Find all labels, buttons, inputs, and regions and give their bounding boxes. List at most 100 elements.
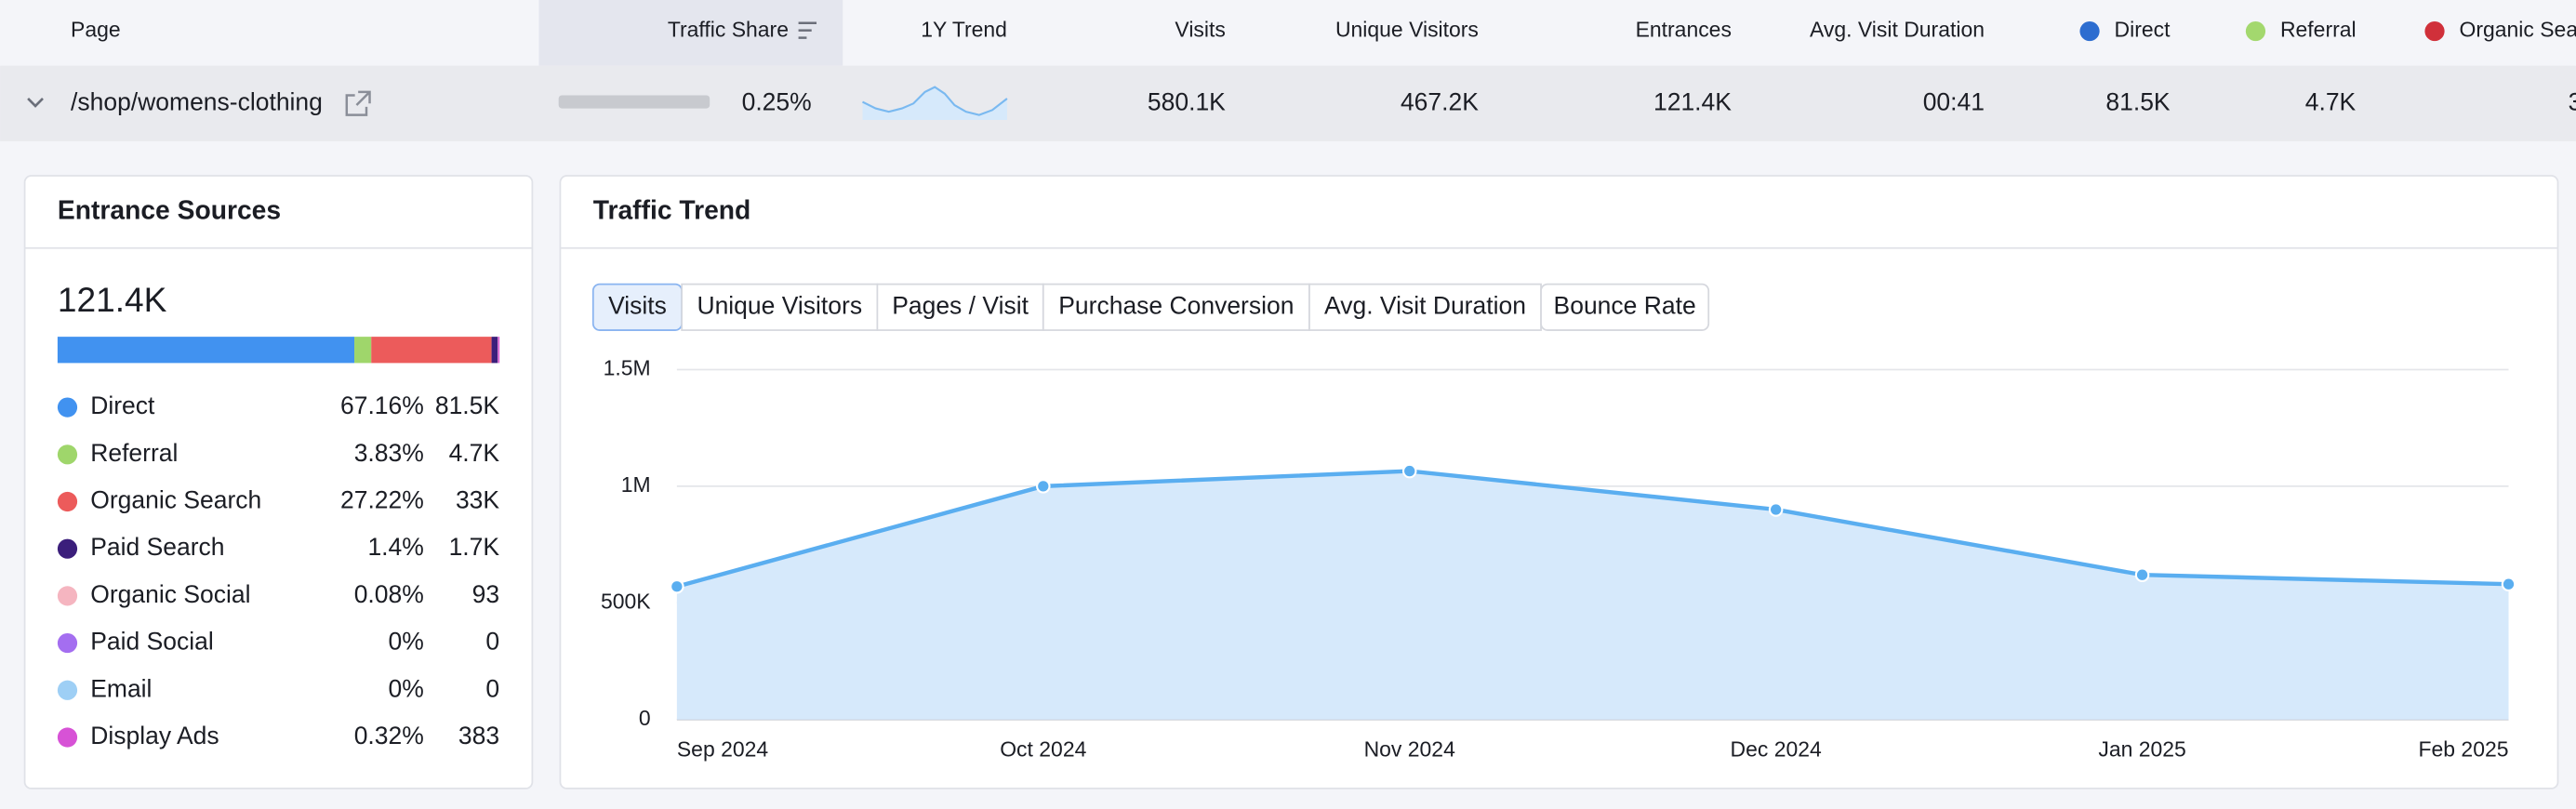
- area: [676, 471, 2509, 720]
- source-name: Direct: [90, 391, 155, 419]
- column-header[interactable]: Organic Search: [2460, 18, 2576, 42]
- x-tick-label: Nov 2024: [1364, 736, 1455, 761]
- source-share: 0.32%: [354, 722, 424, 749]
- cell: 580.1K: [1148, 87, 1226, 115]
- cell: 81.5K: [2105, 87, 2171, 115]
- tab-label[interactable]: Bounce Rate: [1554, 291, 1696, 319]
- source-value: 4.7K: [449, 439, 500, 467]
- source-share: 3.83%: [354, 439, 424, 467]
- legend-dot: [57, 680, 78, 700]
- sorted-column: [538, 0, 843, 66]
- total: 121.4K: [58, 280, 167, 319]
- source-share: 0.08%: [354, 580, 424, 608]
- point[interactable]: [2134, 567, 2150, 582]
- source-value: 383: [458, 722, 499, 749]
- legend-dot: [57, 538, 78, 559]
- cell: 4.7K: [2305, 87, 2357, 115]
- source-value: 93: [472, 580, 499, 608]
- source-value: 1.7K: [449, 533, 500, 561]
- page-link[interactable]: /shop/womens-clothing: [71, 87, 323, 115]
- table-row: [0, 65, 2576, 141]
- tab[interactable]: [1308, 283, 1542, 331]
- x-tick-label: Sep 2024: [677, 736, 769, 761]
- point[interactable]: [2501, 577, 2516, 591]
- legend-dot: [57, 586, 78, 606]
- table-header: [0, 0, 2576, 66]
- cell: 121.4K: [1653, 87, 1732, 115]
- column-header[interactable]: 1Y Trend: [921, 18, 1007, 42]
- share-segment: [354, 337, 372, 364]
- sparkline: [862, 86, 1008, 116]
- column-header[interactable]: Page: [71, 18, 121, 42]
- entrance-sources-panel: [23, 175, 534, 789]
- source-value: 0: [485, 628, 499, 656]
- source-name: Email: [90, 674, 152, 702]
- share-bar: [558, 95, 710, 109]
- sort-icon[interactable]: [798, 21, 817, 39]
- source-share: 67.16%: [340, 391, 424, 419]
- x-tick-label: Jan 2025: [2098, 736, 2185, 761]
- source-share: 27.22%: [340, 485, 424, 513]
- source-name: Display Ads: [90, 722, 219, 749]
- legend-dot: [57, 491, 78, 512]
- legend-dot: [57, 632, 78, 654]
- column-header[interactable]: Unique Visitors: [1335, 18, 1479, 42]
- legend-dot: [2079, 20, 2100, 42]
- sparkline-area: [862, 86, 1007, 120]
- source-share: 1.4%: [367, 533, 423, 561]
- expand-chevron[interactable]: [27, 98, 44, 108]
- tab[interactable]: [681, 283, 879, 331]
- share-segment: [491, 337, 498, 364]
- tab-label[interactable]: Avg. Visit Duration: [1324, 291, 1526, 319]
- point[interactable]: [1036, 479, 1051, 494]
- y-tick-label: 1M: [621, 472, 651, 497]
- legend-dot: [57, 727, 78, 748]
- source-name: Paid Social: [90, 628, 214, 656]
- column-header[interactable]: Direct: [2115, 18, 2171, 42]
- point[interactable]: [670, 578, 684, 594]
- source-value: 33K: [456, 485, 499, 513]
- cell: 00:41: [1923, 87, 1985, 115]
- source-value: 0: [485, 674, 499, 702]
- x-tick-label: Oct 2024: [1000, 736, 1086, 761]
- share-segment: [498, 337, 500, 364]
- source-name: Referral: [90, 439, 178, 467]
- panel-title: Traffic Trend: [593, 194, 751, 224]
- external-link-icon[interactable]: [345, 90, 371, 116]
- source-name: Organic Search: [90, 485, 261, 513]
- x-tick-label: Feb 2025: [2419, 736, 2509, 761]
- point[interactable]: [1401, 463, 1417, 479]
- panel-title: Entrance Sources: [58, 194, 281, 224]
- source-share: 0%: [389, 674, 424, 702]
- source-name: Paid Search: [90, 533, 224, 561]
- column-header[interactable]: Avg. Visit Duration: [1810, 18, 1985, 42]
- legend-dot: [2424, 20, 2445, 42]
- cell: 467.2K: [1401, 87, 1479, 115]
- line: [676, 469, 2509, 589]
- cell: 33K: [2569, 87, 2576, 115]
- tab-label[interactable]: Visits: [608, 291, 667, 319]
- cell: 0.25%: [742, 87, 812, 115]
- share-segment: [371, 337, 492, 364]
- y-tick-label: 0: [639, 706, 651, 730]
- x-tick-label: Dec 2024: [1731, 736, 1822, 761]
- point[interactable]: [1768, 502, 1784, 517]
- tab-label[interactable]: Unique Visitors: [697, 291, 862, 319]
- share-segment: [57, 337, 355, 364]
- legend-dot: [57, 397, 78, 418]
- column-header[interactable]: Referral: [2280, 18, 2357, 42]
- column-header[interactable]: Visits: [1175, 18, 1225, 42]
- legend-dot: [57, 444, 78, 465]
- source-value: 81.5K: [435, 391, 500, 419]
- legend-dot: [2245, 20, 2266, 42]
- y-tick-label: 1.5M: [604, 356, 651, 380]
- tab[interactable]: [1540, 283, 1710, 331]
- tab-label[interactable]: Purchase Conversion: [1058, 291, 1294, 319]
- source-name: Organic Social: [90, 580, 250, 608]
- y-tick-label: 500K: [601, 589, 651, 613]
- tab-label[interactable]: Pages / Visit: [892, 291, 1029, 319]
- column-header[interactable]: Traffic Share: [668, 18, 789, 42]
- column-header[interactable]: Entrances: [1636, 18, 1732, 42]
